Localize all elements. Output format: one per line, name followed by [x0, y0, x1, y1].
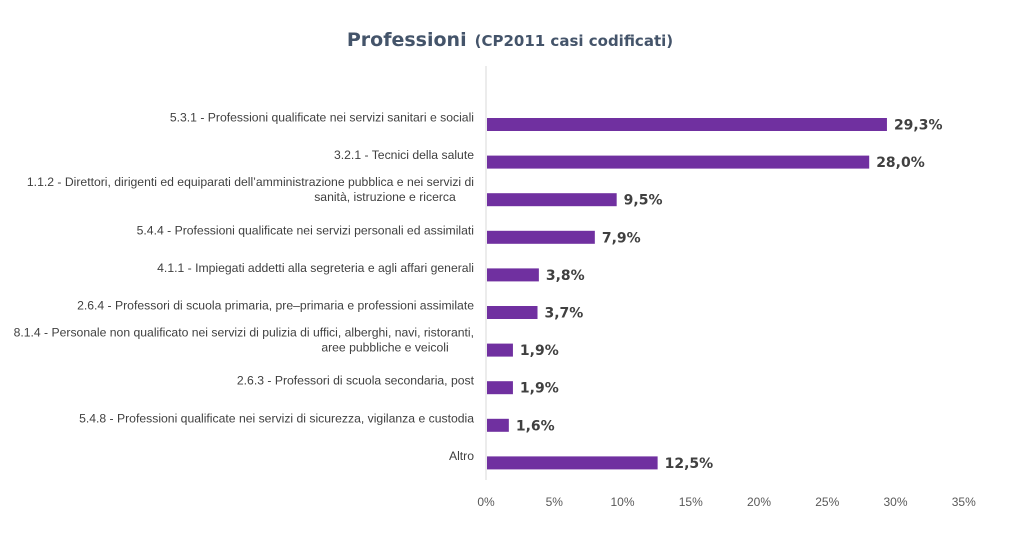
bar: [487, 381, 513, 395]
data-label: 12,5%: [665, 456, 714, 472]
bar: [487, 343, 513, 357]
plot-area: 0% 5% 10% 15% 20% 25% 30% 35% 29,3% 5.3.1 - Profe…: [14, 66, 976, 509]
bar: [487, 418, 509, 432]
data-label: 1,9%: [520, 343, 559, 359]
chart-title: Professioni (CP2011 casi codificati): [347, 29, 673, 51]
bar: [487, 118, 887, 131]
category-label: 5.4.4 - Professioni qualificate nei serv…: [137, 223, 474, 237]
data-label: 9,5%: [624, 193, 663, 209]
data-label: 7,9%: [602, 230, 641, 246]
bar: [487, 456, 658, 470]
data-label: 3,7%: [545, 306, 584, 322]
category-label: aree pubbliche e veicoli: [321, 341, 448, 355]
bar: [487, 155, 870, 169]
bar: [487, 193, 617, 207]
bar: [487, 306, 538, 319]
category-label: 3.2.1 - Tecnici della salute: [334, 148, 474, 162]
category-label: sanità, istruzione e ricerca: [314, 190, 456, 204]
x-tick-label: 5%: [546, 495, 564, 509]
chart-title-subtitle: (CP2011 casi codificati): [475, 32, 674, 50]
data-label: 1,6%: [516, 418, 555, 434]
x-tick-label: 30%: [883, 495, 907, 509]
category-label: 5.3.1 - Professioni qualificate nei serv…: [170, 111, 474, 125]
data-label: 1,9%: [520, 381, 559, 397]
category-label: Altro: [449, 449, 474, 463]
category-label: 5.4.8 - Professioni qualificate nei serv…: [79, 411, 474, 425]
category-label: 4.1.1 - Impiegati addetti alla segreteri…: [157, 261, 474, 275]
bar: [487, 268, 539, 282]
data-label: 29,3%: [894, 118, 943, 134]
x-tick-label: 25%: [815, 495, 839, 509]
x-tick-label: 35%: [952, 495, 976, 509]
x-tick-label: 15%: [679, 495, 703, 509]
chart-title-main: Professioni: [347, 29, 467, 51]
x-tick-label: 20%: [747, 495, 771, 509]
category-label: 8.1.4 - Personale non qualificato nei se…: [14, 326, 474, 340]
category-label: 2.6.4 - Professori di scuola primaria, p…: [77, 299, 474, 313]
data-label: 28,0%: [876, 155, 925, 171]
x-tick-label: 0%: [477, 495, 495, 509]
category-label: 1.1.2 - Direttori, dirigenti ed equipara…: [27, 175, 474, 189]
x-tick-label: 10%: [610, 495, 634, 509]
bar: [487, 230, 595, 244]
category-label: 2.6.3 - Professori di scuola secondaria,…: [237, 374, 475, 388]
data-label: 3,8%: [546, 268, 585, 284]
